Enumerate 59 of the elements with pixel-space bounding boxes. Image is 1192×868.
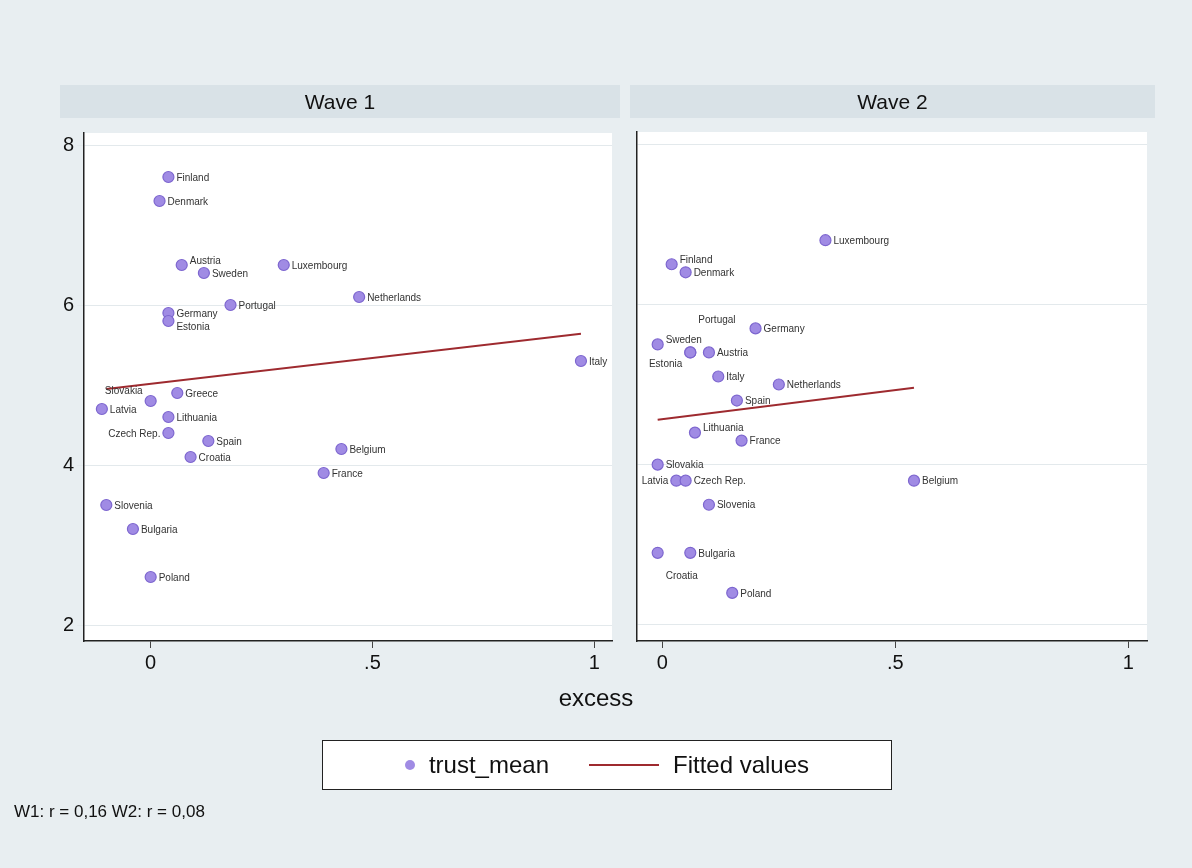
annotation: Sweden (665, 334, 702, 346)
annotation: Bulgaria (140, 523, 179, 535)
y-tick-label: 2 (63, 612, 75, 635)
annotation: Netherlands (786, 379, 841, 391)
annotation: Czech Rep. (108, 427, 161, 439)
annotation: France (749, 435, 782, 447)
annotation: Luxembourg (833, 234, 890, 246)
annotation: Finland (679, 254, 713, 266)
annotation: Slovenia (114, 499, 154, 511)
annotation: Croatia (198, 451, 232, 463)
annotation: Italy (726, 371, 745, 383)
annotation: Italy (588, 355, 608, 367)
annotation: Germany (763, 323, 805, 335)
annotation: Portugal (698, 314, 736, 326)
annotation: Latvia (109, 403, 137, 415)
annotation: Lithuania (702, 422, 744, 434)
annotation: Croatia (665, 569, 699, 581)
annotation: Czech Rep. (693, 475, 746, 487)
annotation: Finland (176, 171, 210, 183)
y-tick-label: 4 (63, 452, 75, 475)
annotation: Slovenia (716, 499, 756, 511)
text: W1: r = 0,16 W2: r = 0,08 (14, 802, 205, 822)
legend-label: Fitted values (672, 751, 810, 779)
annotation: Germany (176, 307, 218, 319)
annotation: Poland (740, 587, 772, 599)
x-tick-label: 1 (1122, 650, 1134, 673)
annotation: France (331, 467, 364, 479)
x-tick-label: 1 (588, 650, 600, 673)
annotation: Estonia (176, 320, 211, 332)
annotation: Bulgaria (698, 547, 736, 559)
annotation: Belgium (349, 443, 386, 455)
annotation: Austria (189, 254, 222, 266)
annotation: Estonia (648, 358, 683, 370)
x-tick-label: 0 (656, 650, 668, 673)
y-tick-label: 6 (63, 292, 75, 315)
annotation: Luxembourg (291, 259, 348, 271)
annotation: Poland (158, 571, 190, 583)
annotation: Sweden (211, 267, 249, 279)
annotation: Portugal (238, 299, 276, 311)
annotation: Netherlands (367, 291, 422, 303)
chart-title: Wave 1 (60, 85, 620, 118)
x-tick-label: 0 (145, 650, 157, 673)
annotation: Spain (744, 395, 771, 407)
annotation: Austria (716, 347, 749, 359)
annotation: Latvia (641, 475, 669, 487)
x-tick-label: .5 (364, 650, 381, 673)
annotation: Slovakia (104, 384, 144, 396)
x-tick-label: .5 (887, 650, 904, 673)
annotation: Belgium (921, 475, 959, 487)
legend-label: trust_mean (428, 751, 549, 779)
y-tick-label: 8 (63, 132, 75, 155)
chart-title: Wave 2 (630, 85, 1155, 118)
annotation: Spain (216, 435, 242, 447)
annotation: Lithuania (176, 411, 218, 423)
annotation: Greece (185, 387, 219, 399)
x-axis-title: excess (557, 684, 635, 712)
annotation: Slovakia (665, 459, 704, 471)
annotation: Denmark (693, 267, 736, 279)
annotation: Denmark (167, 195, 210, 207)
